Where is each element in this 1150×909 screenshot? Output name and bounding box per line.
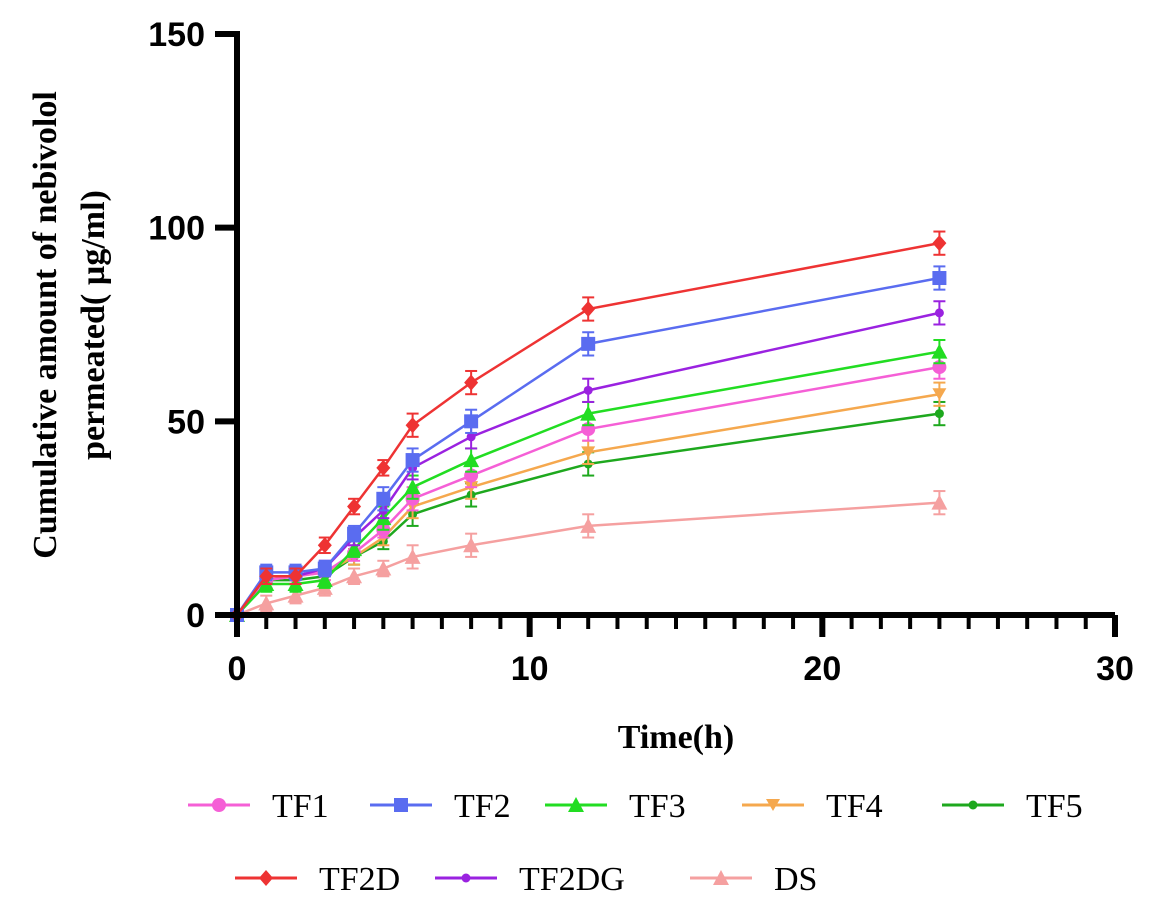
- axes: 0 10 20 30 0 50 100 150: [148, 16, 1134, 688]
- data-point: [259, 568, 274, 585]
- x-tick-label: 30: [1096, 650, 1134, 688]
- legend-item-tf2dg: TF2DG: [435, 861, 625, 898]
- series-line: [236, 365, 940, 616]
- series-tf2d: [230, 230, 947, 623]
- legend-label: TF5: [1026, 788, 1083, 825]
- data-point: [287, 587, 304, 603]
- legend-marker: [212, 798, 226, 812]
- legend: TF1 TF2 TF3 TF4 TF5 TF2D TF2DG DS: [188, 788, 1083, 898]
- data-point: [463, 537, 480, 553]
- x-axis-title: Time(h): [618, 719, 734, 756]
- data-point: [376, 491, 391, 506]
- x-tick-label: 0: [228, 650, 247, 688]
- y-axis-title-line1: Cumulative amount of nebivolol: [27, 91, 64, 559]
- data-point: [581, 336, 596, 351]
- data-point: [932, 235, 947, 252]
- data-point: [288, 568, 303, 585]
- data-point: [932, 388, 947, 401]
- series-ds: [229, 490, 948, 622]
- data-point: [258, 595, 275, 611]
- legend-item-tf5: TF5: [942, 788, 1083, 825]
- legend-item-tf2d: TF2D: [235, 861, 400, 898]
- series-line: [236, 241, 940, 616]
- legend-marker: [766, 799, 780, 811]
- y-tick-label: 0: [186, 597, 205, 635]
- data-point: [581, 446, 596, 459]
- legend-marker: [394, 798, 408, 812]
- legend-label: DS: [774, 861, 817, 898]
- plot-area: [229, 230, 948, 623]
- data-point: [932, 271, 947, 286]
- legend-item-tf4: TF4: [742, 788, 883, 825]
- legend-label: TF3: [629, 788, 686, 825]
- data-point: [375, 560, 392, 576]
- data-point: [463, 452, 480, 468]
- data-point: [464, 374, 479, 391]
- y-tick-label: 150: [148, 16, 205, 54]
- data-point: [346, 568, 363, 584]
- data-point: [405, 417, 420, 434]
- data-point: [346, 541, 363, 557]
- legend-marker: [461, 873, 471, 883]
- series-line: [235, 276, 940, 616]
- legend-label: TF2DG: [519, 861, 625, 898]
- data-point: [466, 432, 476, 442]
- data-point: [580, 517, 597, 533]
- data-point: [347, 526, 362, 541]
- data-point: [317, 561, 332, 576]
- legend-marker: [713, 870, 729, 885]
- legend-item-tf1: TF1: [188, 788, 329, 825]
- legend-marker: [968, 800, 978, 810]
- y-axis-title-line2: permeated( µg/ml): [75, 190, 112, 460]
- legend-label: TF2: [454, 788, 511, 825]
- x-tick-label: 20: [803, 650, 841, 688]
- data-point: [405, 453, 420, 468]
- data-point: [404, 479, 421, 495]
- data-point: [404, 548, 421, 564]
- legend-item-tf2: TF2: [370, 788, 511, 825]
- legend-item-tf3: TF3: [545, 788, 686, 825]
- data-point: [317, 537, 332, 554]
- series-line: [236, 350, 940, 616]
- data-point: [347, 498, 362, 515]
- data-point: [580, 405, 597, 421]
- data-point: [931, 343, 948, 359]
- data-point: [464, 414, 479, 429]
- data-point: [934, 308, 944, 318]
- legend-marker: [259, 870, 273, 886]
- legend-item-ds: DS: [690, 861, 817, 898]
- data-point: [931, 494, 948, 510]
- legend-label: TF4: [826, 788, 883, 825]
- series-line: [236, 412, 940, 616]
- y-tick-label: 50: [167, 403, 205, 441]
- legend-label: TF1: [272, 788, 329, 825]
- y-tick-label: 100: [148, 210, 205, 248]
- data-point: [316, 572, 333, 588]
- x-tick-label: 10: [511, 650, 549, 688]
- data-point: [934, 409, 944, 419]
- legend-label: TF2D: [319, 861, 400, 898]
- series-line: [236, 501, 940, 617]
- data-point: [581, 301, 596, 318]
- legend-marker: [568, 797, 584, 812]
- data-point: [376, 459, 391, 476]
- data-point: [583, 385, 593, 395]
